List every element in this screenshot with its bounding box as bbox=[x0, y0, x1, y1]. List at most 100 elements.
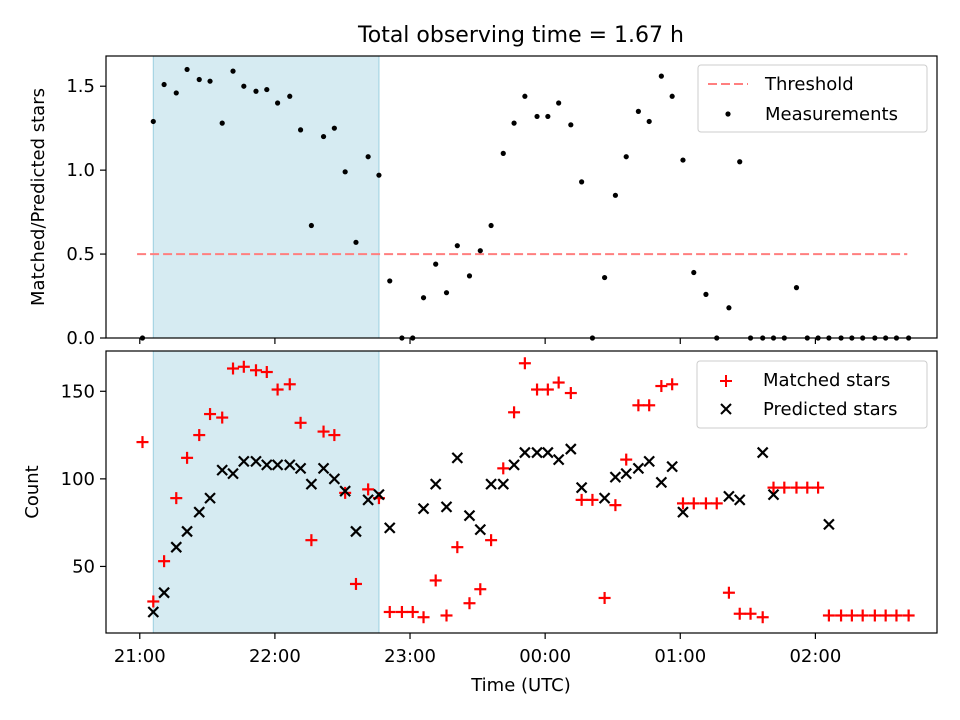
legend-measurements-label: Measurements bbox=[765, 104, 898, 125]
matched-star-point bbox=[856, 609, 869, 622]
predicted-star-point bbox=[519, 446, 531, 459]
matched-star-point bbox=[620, 453, 633, 466]
matched-star-point bbox=[362, 483, 375, 496]
measurement-point bbox=[477, 248, 483, 254]
predicted-star-point bbox=[362, 494, 374, 506]
matched-star-point bbox=[294, 416, 307, 429]
matched-star-point bbox=[271, 383, 284, 396]
legend-predicted-label: Predicted stars bbox=[763, 399, 897, 420]
matched-star-point bbox=[790, 481, 803, 494]
measurement-point bbox=[691, 269, 697, 276]
bottom-x-axis: 21:00 22:00 23:00 00:00 01:00 02:00 bbox=[114, 633, 841, 667]
measurement-point bbox=[173, 90, 179, 96]
x-tick-label: 02:00 bbox=[789, 646, 841, 667]
matched-star-point bbox=[541, 383, 554, 396]
predicted-star-point bbox=[474, 523, 487, 536]
matched-star-point bbox=[216, 411, 229, 424]
x-tick-label: 22:00 bbox=[249, 646, 301, 667]
measurement-point bbox=[253, 88, 259, 94]
bottom-y-tick-label: 150 bbox=[61, 381, 95, 402]
matched-star-point bbox=[349, 577, 362, 590]
predicted-star-point bbox=[350, 525, 362, 538]
matched-star-point bbox=[474, 583, 487, 596]
predicted-star-point bbox=[429, 478, 442, 490]
predicted-star-point bbox=[655, 476, 668, 489]
matched-star-point bbox=[383, 605, 396, 618]
predicted-star-point bbox=[261, 459, 273, 471]
measurement-point bbox=[534, 113, 540, 120]
predicted-star-point bbox=[250, 455, 262, 468]
matched-star-point bbox=[632, 399, 645, 412]
measurement-point bbox=[522, 93, 528, 99]
matched-star-point bbox=[744, 607, 757, 620]
measurement-point bbox=[230, 68, 236, 74]
predicted-star-point bbox=[216, 464, 228, 476]
legend-threshold-label: Threshold bbox=[764, 74, 854, 95]
measurement-point bbox=[150, 118, 156, 125]
top-y-tick-label: 0.0 bbox=[66, 328, 95, 349]
predicted-star-point bbox=[677, 506, 689, 518]
matched-star-point bbox=[564, 387, 577, 400]
measurement-point bbox=[207, 78, 213, 84]
measurement-point bbox=[331, 125, 337, 131]
predicted-star-point bbox=[451, 452, 464, 464]
predicted-star-point bbox=[497, 478, 510, 490]
measurement-point bbox=[545, 113, 551, 120]
matched-star-point bbox=[598, 591, 611, 604]
top-y-tick-label: 1.0 bbox=[66, 160, 95, 181]
matched-star-point bbox=[429, 574, 442, 587]
legend-matched-swatch bbox=[720, 375, 732, 387]
predicted-star-point bbox=[181, 525, 193, 538]
measurement-point bbox=[646, 118, 652, 125]
matched-star-point bbox=[518, 357, 531, 370]
measurement-point bbox=[376, 172, 382, 178]
measurement-point bbox=[161, 81, 167, 88]
predicted-star-point bbox=[147, 606, 160, 618]
predicted-star-point bbox=[193, 506, 206, 518]
x-tick-label: 01:00 bbox=[654, 646, 706, 667]
matched-star-point bbox=[158, 555, 171, 568]
predicted-star-point bbox=[598, 492, 611, 504]
legend-predicted-swatch bbox=[720, 403, 732, 415]
matched-star-point bbox=[328, 429, 341, 442]
predicted-star-point bbox=[440, 501, 453, 513]
matched-star-point bbox=[722, 586, 735, 599]
predicted-stars-series bbox=[147, 443, 835, 618]
measurement-point bbox=[612, 192, 619, 198]
measurement-point bbox=[556, 100, 562, 106]
measurement-point bbox=[342, 169, 348, 175]
matched-star-point bbox=[812, 481, 825, 494]
top-legend-box bbox=[697, 64, 928, 133]
predicted-star-point bbox=[305, 478, 318, 490]
matched-star-point bbox=[227, 362, 240, 375]
measurement-point bbox=[602, 274, 608, 281]
x-tick-label: 23:00 bbox=[384, 646, 436, 667]
measurement-point bbox=[196, 76, 202, 83]
matched-star-point bbox=[655, 380, 668, 393]
measurement-point bbox=[703, 291, 709, 297]
predicted-star-point bbox=[565, 443, 577, 455]
predicted-star-point bbox=[373, 488, 385, 501]
predicted-star-point bbox=[294, 462, 307, 475]
matched-star-point bbox=[643, 399, 656, 412]
predicted-star-point bbox=[620, 467, 632, 480]
measurement-point bbox=[443, 290, 450, 296]
predicted-star-point bbox=[417, 502, 430, 515]
matched-star-point bbox=[406, 605, 419, 618]
predicted-star-point bbox=[463, 509, 476, 522]
matched-star-point bbox=[497, 462, 510, 475]
matched-star-point bbox=[451, 541, 464, 554]
matched-star-point bbox=[575, 493, 588, 506]
predicted-star-point bbox=[666, 460, 678, 473]
top-y-tick-label: 1.5 bbox=[66, 76, 95, 97]
measurement-point bbox=[793, 285, 800, 291]
measurement-point bbox=[353, 239, 359, 245]
bottom-y-tick-label: 100 bbox=[61, 469, 95, 490]
measurement-point bbox=[454, 243, 460, 249]
top-panel: Total observing time = 1.67 h 0.0 0.5 1.0 1… bbox=[28, 23, 938, 349]
bottom-y-tick-label: 50 bbox=[72, 556, 95, 577]
matched-star-point bbox=[417, 611, 430, 624]
measurement-point bbox=[488, 222, 494, 229]
matched-star-point bbox=[767, 481, 780, 494]
